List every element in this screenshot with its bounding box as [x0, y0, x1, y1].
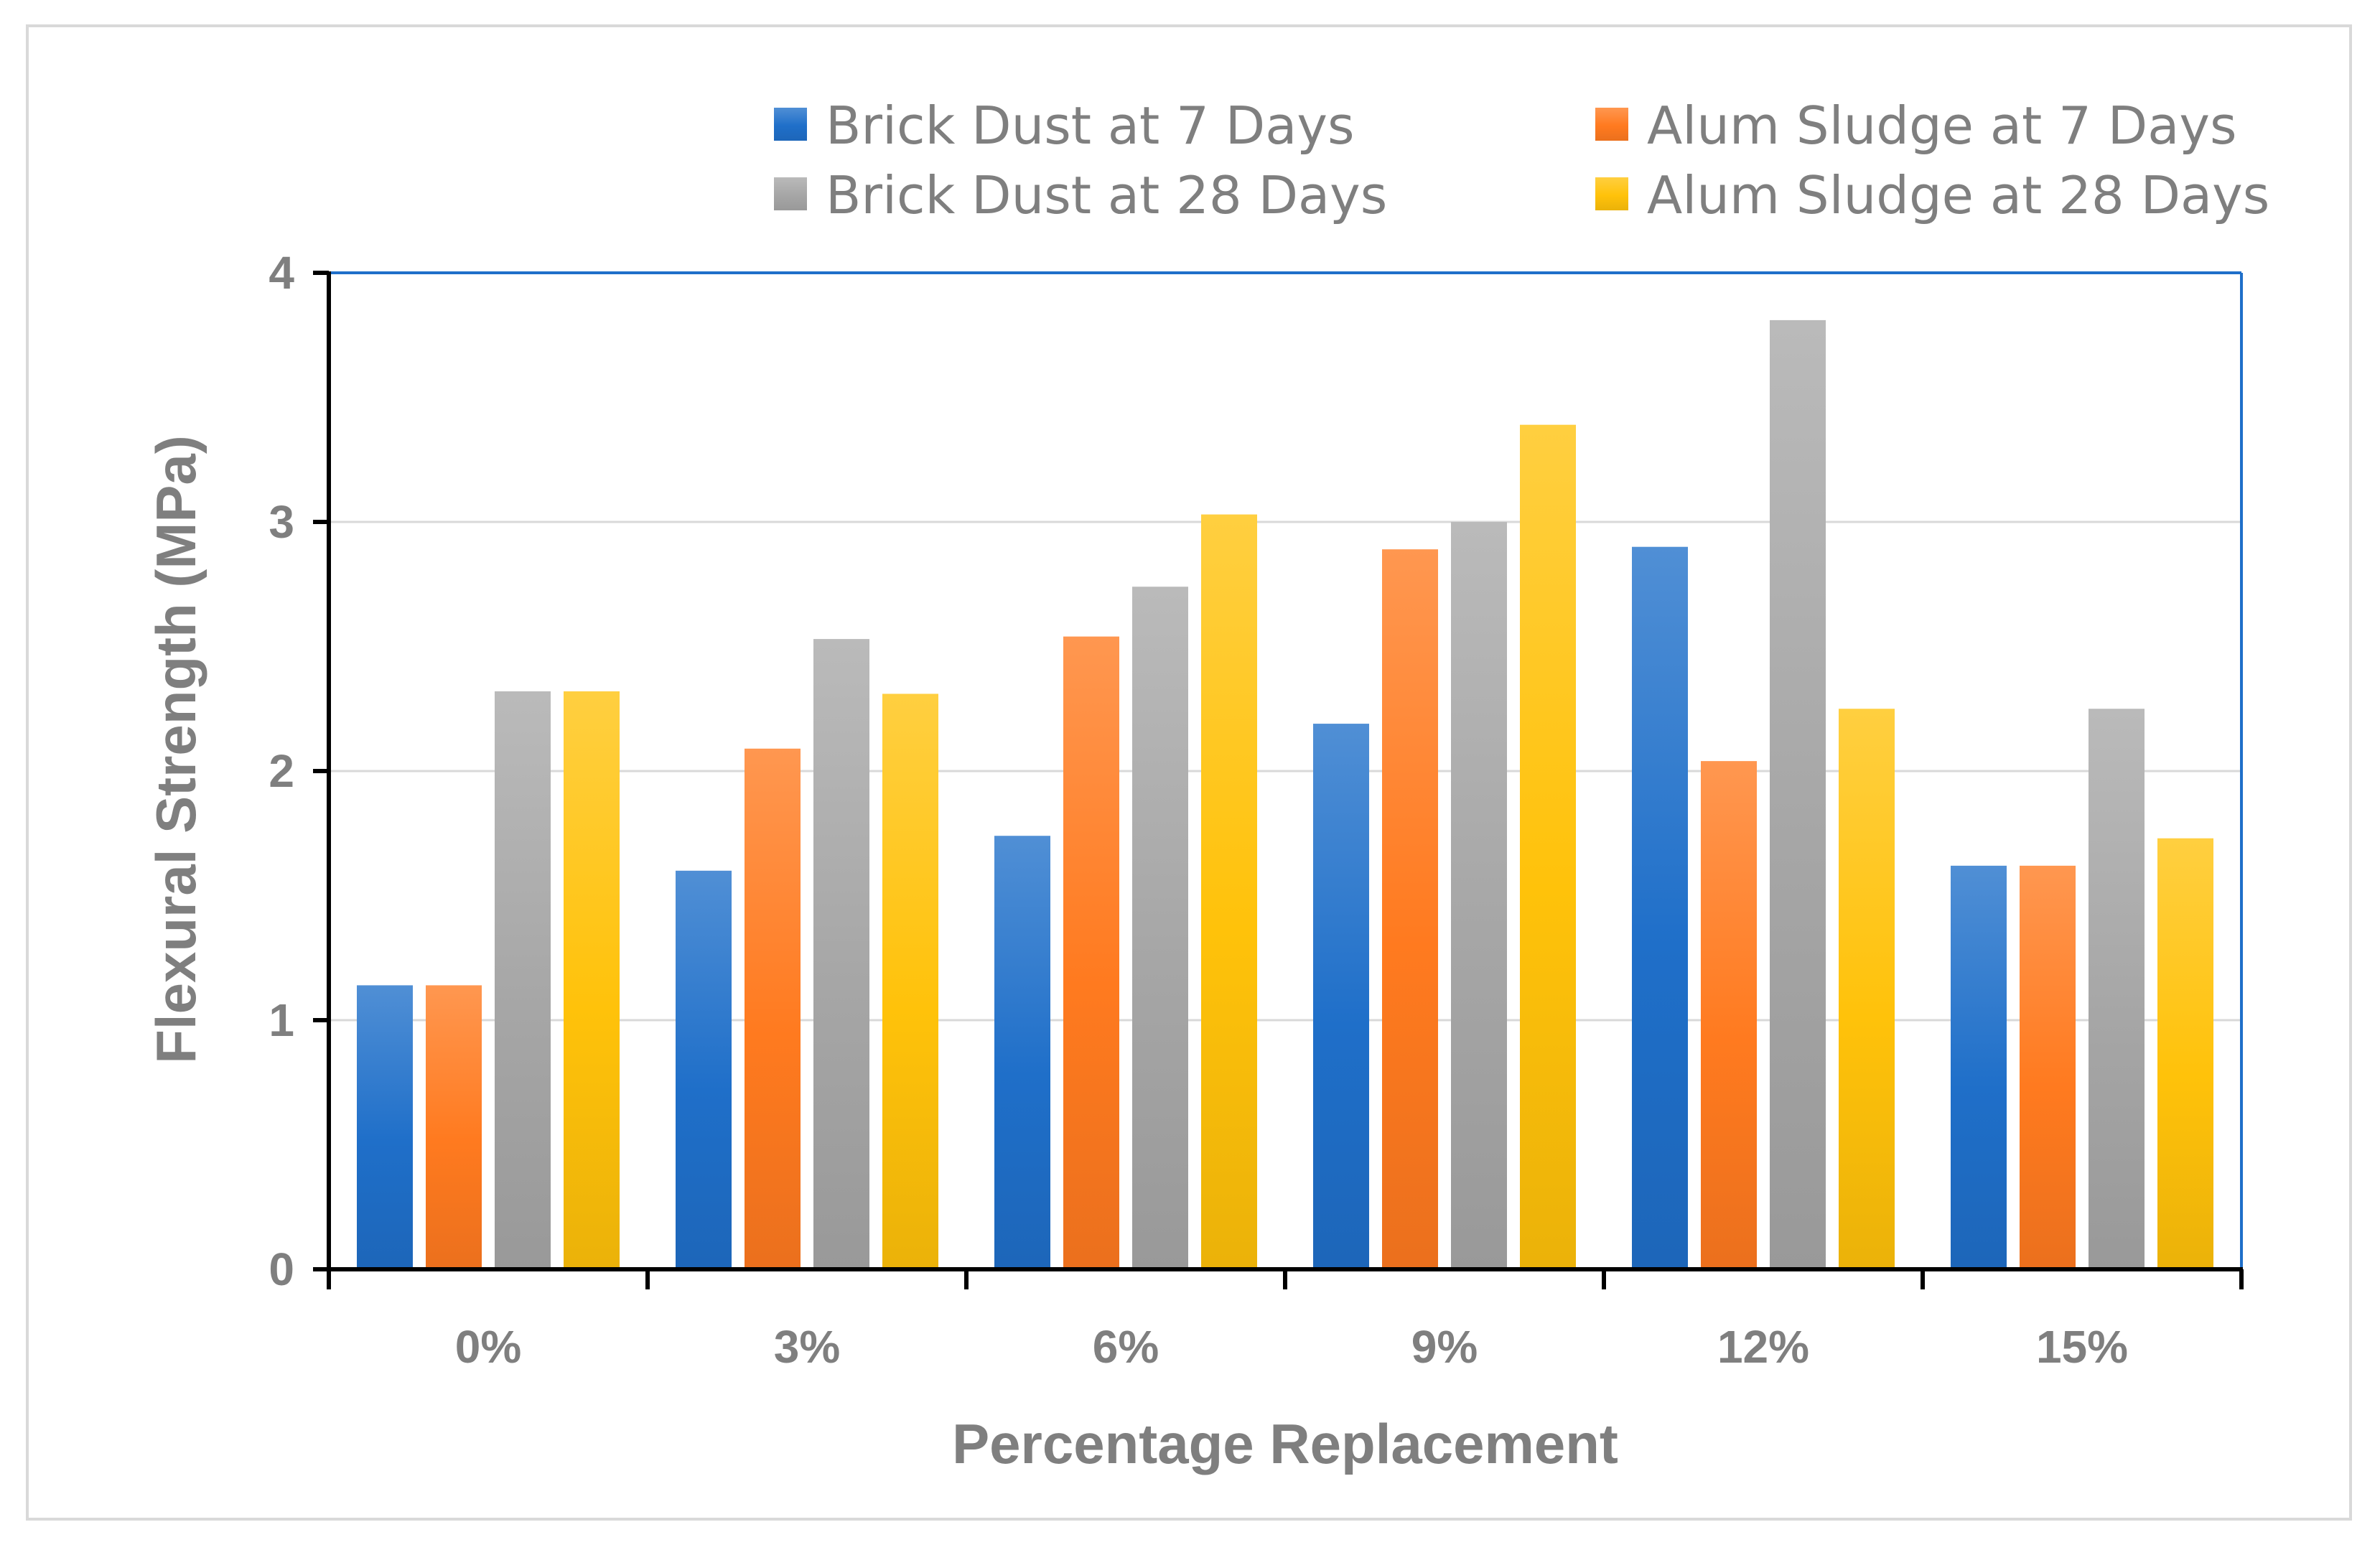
legend-entry-3: Alum Sludge at 28 Days — [1595, 165, 2269, 225]
bar-9pct-series-3 — [1520, 424, 1576, 1270]
x-tick-label-15pct: 15% — [2036, 1321, 2128, 1373]
legend-label-2: Brick Dust at 28 Days — [826, 165, 1387, 225]
y-axis-title: Flexural Strength (MPa) — [144, 435, 207, 1063]
bar-0pct-series-3 — [564, 691, 620, 1269]
legend-entry-1: Alum Sludge at 7 Days — [1595, 95, 2236, 156]
bar-9pct-series-1 — [1382, 549, 1438, 1269]
bar-6pct-series-2 — [1132, 587, 1188, 1269]
bar-6pct-series-0 — [994, 836, 1050, 1269]
bar-12pct-series-0 — [1632, 546, 1688, 1269]
legend: Brick Dust at 7 Days Alum Sludge at 7 Day… — [774, 95, 2269, 225]
legend-swatch-0 — [774, 108, 807, 141]
y-tick-label-2: 2 — [269, 745, 294, 797]
bar-3pct-series-0 — [676, 870, 732, 1269]
bar-0pct-series-1 — [426, 985, 482, 1269]
bar-0pct-series-0 — [357, 985, 413, 1269]
bar-3pct-series-1 — [745, 748, 801, 1269]
y-tick-label-3: 3 — [269, 496, 294, 548]
bar-6pct-series-3 — [1201, 514, 1257, 1269]
bar-9pct-series-0 — [1313, 724, 1369, 1269]
legend-label-0: Brick Dust at 7 Days — [826, 95, 1355, 156]
bar-3pct-series-3 — [882, 694, 938, 1269]
bar-3pct-series-2 — [813, 639, 869, 1269]
x-tick-label-0pct: 0% — [455, 1321, 522, 1373]
bar-6pct-series-1 — [1063, 636, 1119, 1269]
legend-entry-0: Brick Dust at 7 Days — [774, 95, 1355, 156]
legend-swatch-2 — [774, 177, 807, 210]
y-tick-label-4: 4 — [269, 247, 294, 299]
y-tick-label-1: 1 — [269, 994, 294, 1046]
legend-swatch-1 — [1595, 108, 1628, 141]
legend-label-1: Alum Sludge at 7 Days — [1647, 95, 2236, 156]
x-tick-label-12pct: 12% — [1717, 1321, 1809, 1373]
bar-12pct-series-3 — [1839, 709, 1895, 1269]
bar-15pct-series-3 — [2157, 838, 2213, 1269]
x-tick-label-6pct: 6% — [1093, 1321, 1159, 1373]
bars — [357, 319, 2213, 1270]
y-tick-label-0: 0 — [269, 1243, 294, 1295]
legend-label-3: Alum Sludge at 28 Days — [1647, 165, 2269, 225]
legend-swatch-3 — [1595, 177, 1628, 210]
bar-15pct-series-0 — [1951, 865, 2007, 1269]
grid-lines — [329, 271, 2243, 1269]
x-tick-label-3pct: 3% — [774, 1321, 841, 1373]
bar-12pct-series-1 — [1701, 761, 1757, 1269]
bar-15pct-series-1 — [2020, 865, 2076, 1269]
bar-12pct-series-2 — [1770, 319, 1826, 1270]
bar-15pct-series-2 — [2089, 709, 2145, 1269]
legend-entry-2: Brick Dust at 28 Days — [774, 165, 1387, 225]
x-tick-label-9pct: 9% — [1411, 1321, 1478, 1373]
bar-0pct-series-2 — [495, 691, 551, 1269]
axes — [313, 271, 2244, 1289]
x-axis-title: Percentage Replacement — [952, 1412, 1618, 1475]
bar-9pct-series-2 — [1451, 522, 1507, 1269]
tick-labels: 0 1 2 3 4 0% 3% 6% 9% 12% 15% — [269, 247, 2128, 1373]
